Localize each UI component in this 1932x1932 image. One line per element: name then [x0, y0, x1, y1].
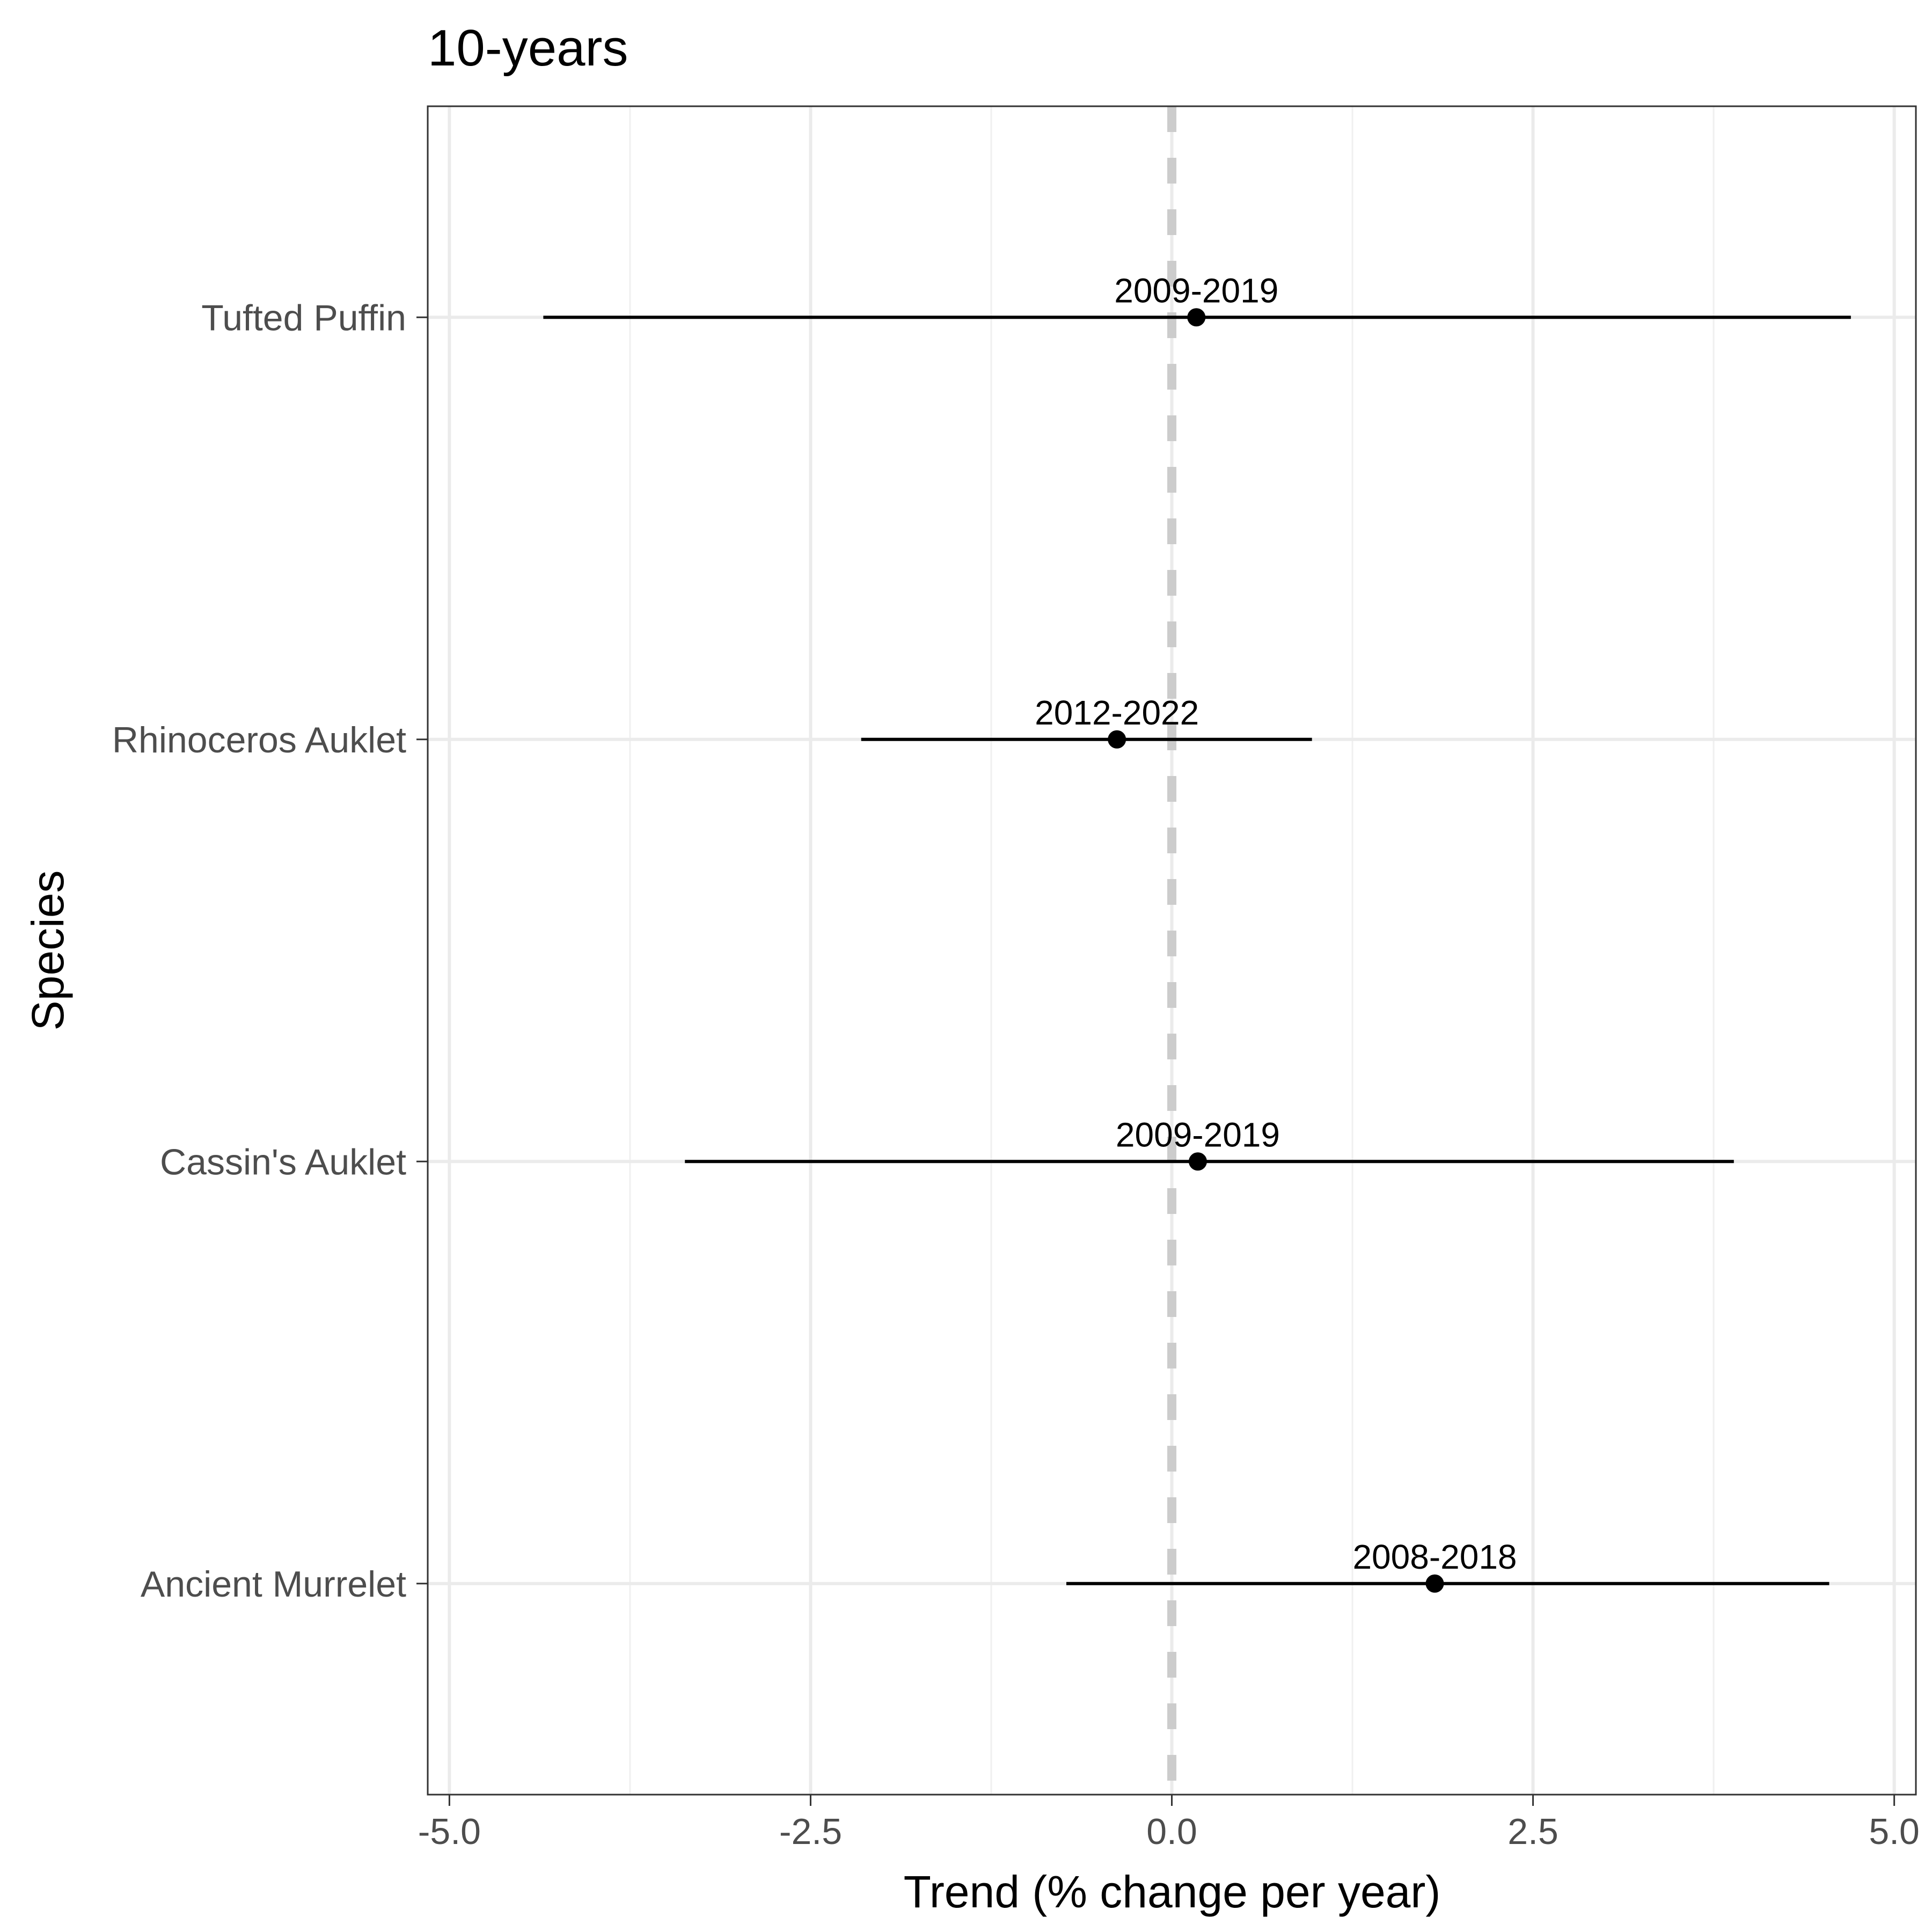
axis-layer: -5.0 -2.5 0.0 2.5 5.0 Tufted Puffin Rhinoceros… [112, 297, 1920, 1852]
x-tick-label: 0.0 [1146, 1811, 1197, 1852]
estimate-point [1187, 308, 1206, 327]
y-tick-label: Ancient Murrelet [141, 1564, 406, 1605]
y-axis-title: Species [23, 870, 73, 1031]
x-tick-label: 2.5 [1507, 1811, 1558, 1852]
estimate-point [1188, 1152, 1207, 1171]
x-tick-label: -2.5 [779, 1811, 842, 1852]
y-tick-label: Tufted Puffin [201, 297, 406, 338]
x-tick-label: 5.0 [1869, 1811, 1920, 1852]
estimate-point [1425, 1574, 1444, 1593]
period-label: 2012-2022 [1035, 693, 1199, 732]
period-label: 2009-2019 [1114, 271, 1278, 310]
period-label: 2008-2018 [1352, 1538, 1517, 1576]
period-label: 2009-2019 [1116, 1115, 1280, 1154]
y-tick-label: Cassin's Auklet [160, 1141, 406, 1182]
estimate-point [1108, 730, 1126, 749]
x-tick-label: -5.0 [418, 1811, 481, 1852]
chart-title: 10-years [428, 19, 628, 77]
x-axis-title: Trend (% change per year) [904, 1867, 1441, 1917]
data-layer: 2009-2019 2012-2022 2009-2019 2008-2018 [543, 271, 1851, 1593]
y-tick-label: Rhinoceros Auklet [112, 720, 406, 760]
